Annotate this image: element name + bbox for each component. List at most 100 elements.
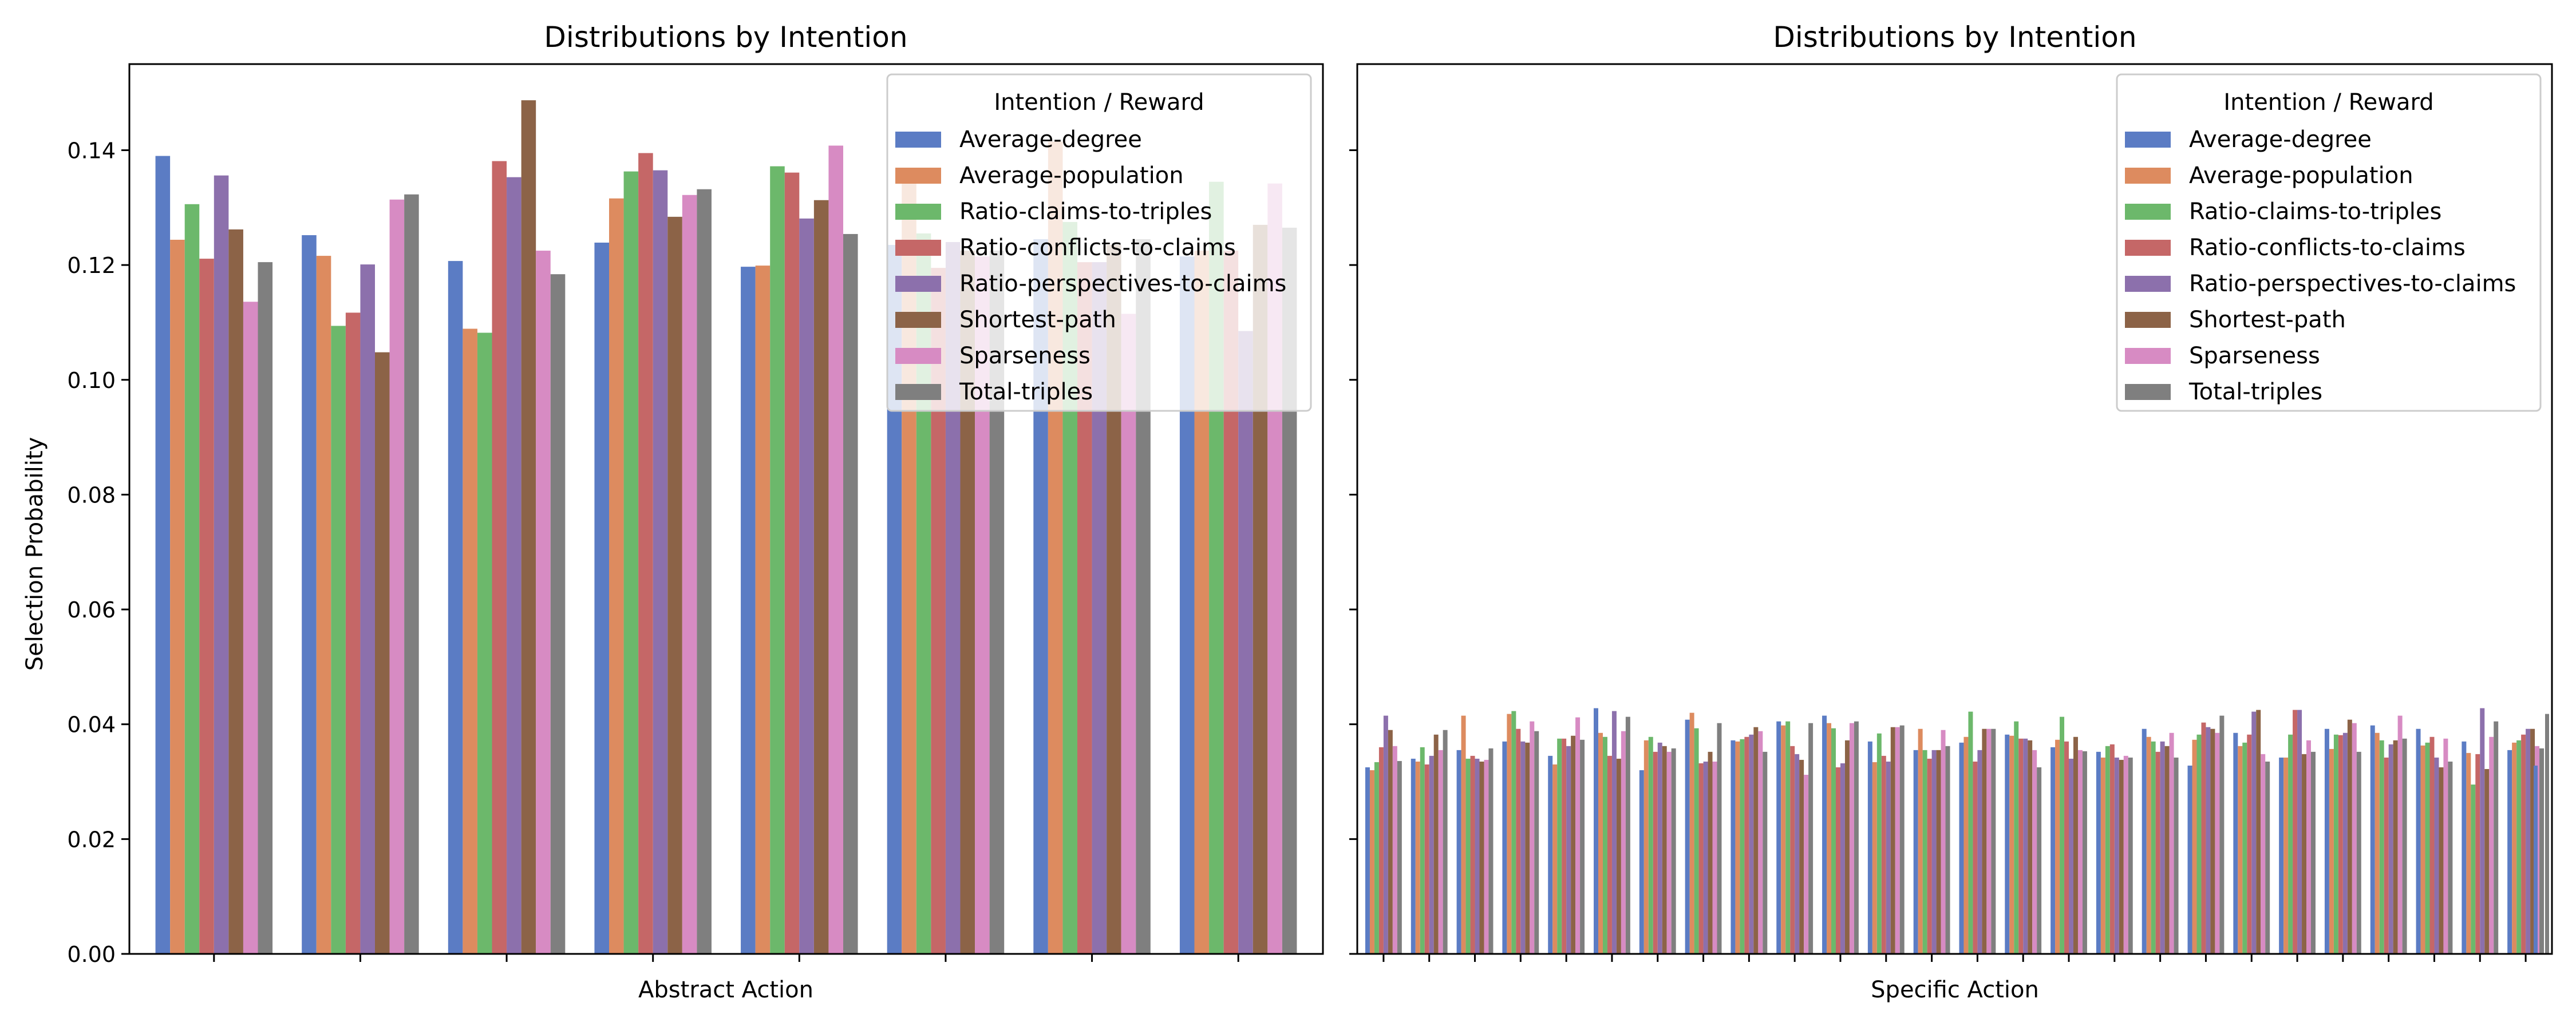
legend-box xyxy=(886,73,1312,412)
bar-ratio-conflicts-to-claims-16 xyxy=(2064,741,2069,954)
bar-ratio-perspectives-to-claims-20 xyxy=(2251,711,2257,954)
bar-shortest-path-2 xyxy=(1433,734,1439,954)
bar-average-population-5 xyxy=(755,266,771,954)
bar-ratio-claims-to-triples-20 xyxy=(2242,742,2247,954)
bar-total-triples-6 xyxy=(1625,716,1630,954)
bar-ratio-perspectives-to-claims-3 xyxy=(1475,758,1480,954)
bar-shortest-path-18 xyxy=(2164,746,2170,954)
bar-ratio-perspectives-to-claims-9 xyxy=(1749,734,1754,954)
bar-ratio-conflicts-to-claims-25 xyxy=(2475,754,2480,954)
bar-sparseness-25 xyxy=(2489,736,2494,954)
bar-average-degree-16 xyxy=(2050,747,2056,954)
bar-total-triples-20 xyxy=(2265,761,2270,954)
legend-swatch xyxy=(2125,276,2171,292)
bar-average-degree-9 xyxy=(1730,740,1736,954)
legend-entry-label: Ratio-conflicts-to-claims xyxy=(2189,235,2466,261)
y-tick-label: 0.00 xyxy=(67,942,116,967)
bar-average-population-14 xyxy=(1963,736,1969,954)
legend-entry-label: Shortest-path xyxy=(959,307,1116,333)
bar-ratio-conflicts-to-claims-1 xyxy=(1378,747,1384,954)
bar-ratio-claims-to-triples-23 xyxy=(2379,740,2384,954)
bar-shortest-path-7 xyxy=(1662,746,1667,954)
bar-total-triples-21 xyxy=(2311,751,2316,954)
bar-ratio-claims-to-triples-25 xyxy=(2471,785,2476,954)
bar-ratio-claims-to-triples-26 xyxy=(2516,740,2522,954)
bar-ratio-conflicts-to-claims-23 xyxy=(2384,757,2389,954)
bar-ratio-claims-to-triples-18 xyxy=(2151,741,2156,954)
bar-ratio-claims-to-triples-5 xyxy=(1557,738,1562,954)
bar-shortest-path-8 xyxy=(1708,751,1713,954)
bar-ratio-claims-to-triples-22 xyxy=(2333,734,2338,954)
bar-total-triples-1 xyxy=(258,262,273,954)
bar-ratio-claims-to-triples-24 xyxy=(2425,742,2430,954)
bar-shortest-path-5 xyxy=(813,200,829,954)
bar-average-population-23 xyxy=(2374,732,2380,954)
bar-average-degree-21 xyxy=(2279,757,2284,954)
bar-average-degree-18 xyxy=(2142,728,2147,954)
y-tick-label: 0.02 xyxy=(67,827,116,852)
bar-average-degree-26 xyxy=(2507,750,2512,954)
bar-shortest-path-4 xyxy=(1525,742,1530,954)
legend-entry-label: Ratio-perspectives-to-claims xyxy=(2189,271,2516,297)
bar-ratio-claims-to-triples-3 xyxy=(477,332,492,954)
legend-swatch xyxy=(2125,240,2171,256)
bar-ratio-perspectives-to-claims-2 xyxy=(1429,755,1434,954)
bar-ratio-conflicts-to-claims-4 xyxy=(1516,728,1521,954)
left-bar-marks xyxy=(155,100,1297,954)
bar-average-degree-25 xyxy=(2462,741,2467,954)
legend-entry-label: Ratio-perspectives-to-claims xyxy=(959,271,1286,297)
bar-ratio-perspectives-to-claims-16 xyxy=(2069,758,2073,954)
bar-average-degree-15 xyxy=(2005,734,2010,954)
bar-ratio-claims-to-triples-7 xyxy=(1648,736,1653,954)
bar-average-population-11 xyxy=(1827,723,1832,954)
bar-total-triples-4 xyxy=(697,189,712,954)
bar-sparseness-2 xyxy=(389,199,405,954)
bar-sparseness-9 xyxy=(1758,731,1763,954)
left-plot-frame xyxy=(128,63,1324,955)
bar-ratio-conflicts-to-claims-1 xyxy=(199,259,214,954)
bar-ratio-conflicts-to-claims-14 xyxy=(1973,761,1978,954)
bar-average-degree-24 xyxy=(2416,728,2421,954)
bar-ratio-conflicts-to-claims-3 xyxy=(1470,755,1475,954)
bar-total-triples-8 xyxy=(1717,723,1722,954)
bar-average-population-18 xyxy=(2146,736,2151,954)
bar-sparseness-3 xyxy=(536,251,551,954)
bar-shortest-path-26 xyxy=(2530,728,2535,954)
bar-ratio-claims-to-triples-6 xyxy=(1602,736,1607,954)
bar-average-degree-17 xyxy=(2096,751,2101,954)
bar-total-triples-5 xyxy=(1580,739,1585,954)
bar-average-degree-14 xyxy=(1959,742,1964,954)
bar-sparseness-1 xyxy=(1392,746,1397,954)
bar-sparseness-5 xyxy=(1575,717,1581,954)
bar-total-triples-23 xyxy=(2402,738,2407,954)
bar-average-population-15 xyxy=(2009,735,2014,954)
bar-ratio-conflicts-to-claims-5 xyxy=(1562,738,1567,954)
bar-average-degree-7 xyxy=(1639,770,1644,954)
bar-total-triples-5 xyxy=(843,233,858,954)
legend-entry-label: Average-degree xyxy=(959,126,1142,153)
bar-average-degree-10 xyxy=(1776,721,1781,954)
bar-ratio-perspectives-to-claims-22 xyxy=(2342,732,2348,954)
bar-shortest-path-20 xyxy=(2256,710,2261,954)
bar-average-degree-20 xyxy=(2233,732,2238,954)
legend-swatch xyxy=(895,312,941,328)
bar-ratio-claims-to-triples-17 xyxy=(2105,746,2110,954)
bar-ratio-conflicts-to-claims-15 xyxy=(2018,738,2024,954)
bar-average-population-12 xyxy=(1872,762,1877,954)
bar-ratio-claims-to-triples-19 xyxy=(2196,734,2202,954)
right-x-axis-label: Specific Action xyxy=(1871,977,2039,1003)
bar-average-degree-tail xyxy=(2534,765,2538,954)
bar-average-degree-1 xyxy=(1365,767,1370,954)
legend-entry-label: Ratio-claims-to-triples xyxy=(2189,199,2441,225)
legend-box xyxy=(2116,73,2542,412)
bar-ratio-perspectives-to-claims-5 xyxy=(1566,746,1571,954)
bar-total-triples-16 xyxy=(2082,751,2087,954)
legend-swatch xyxy=(895,384,941,400)
bar-average-degree-23 xyxy=(2370,725,2375,954)
legend-swatch xyxy=(2125,312,2171,328)
bar-total-triples-4 xyxy=(1534,731,1539,954)
bar-ratio-claims-to-triples-12 xyxy=(1876,733,1882,954)
legend-swatch xyxy=(895,240,941,256)
bar-ratio-claims-to-triples-2 xyxy=(1420,747,1425,954)
